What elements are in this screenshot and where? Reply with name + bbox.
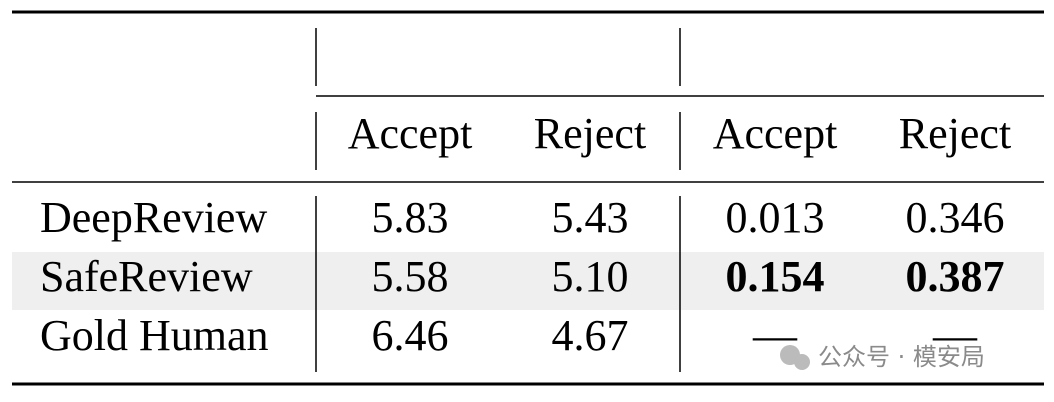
subcolumn-header: Accept — [348, 109, 473, 158]
cell: — — [932, 311, 978, 360]
subcolumn-header: Reject — [899, 109, 1011, 158]
row-label: DeepReview — [40, 193, 267, 242]
cell: 0.387 — [906, 252, 1005, 301]
row-label: Gold Human — [40, 311, 269, 360]
subcolumn-header: Reject — [534, 109, 646, 158]
cell: 5.43 — [552, 193, 629, 242]
watermark: 公众号 · 模安局 — [780, 343, 985, 371]
row-label: SafeReview — [40, 252, 253, 301]
cell: 6.46 — [372, 311, 449, 360]
cell: 0.013 — [726, 193, 825, 242]
subcolumn-header: Accept — [713, 109, 838, 158]
column-separators — [315, 28, 681, 372]
cell: 5.58 — [372, 252, 449, 301]
cell: 5.83 — [372, 193, 449, 242]
cell: 0.154 — [726, 252, 825, 301]
watermark-text: 公众号 · 模安局 — [818, 343, 985, 371]
cell: 0.346 — [906, 193, 1005, 242]
row-shading — [12, 252, 1044, 310]
cell: 4.67 — [552, 311, 629, 360]
cell: 5.10 — [552, 252, 629, 301]
